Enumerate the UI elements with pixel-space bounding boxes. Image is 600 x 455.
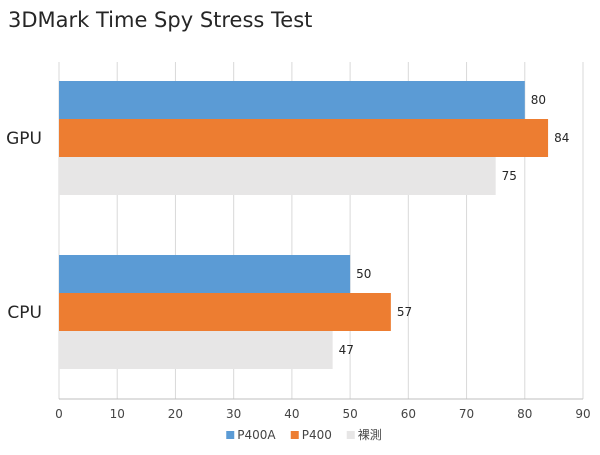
legend-label: P400A bbox=[237, 428, 276, 442]
x-tick-label: 50 bbox=[342, 407, 357, 421]
data-label: 80 bbox=[531, 93, 546, 107]
bar bbox=[59, 119, 549, 157]
bar bbox=[59, 255, 351, 293]
bar bbox=[59, 157, 496, 195]
data-label: 57 bbox=[397, 305, 412, 319]
x-tick-label: 0 bbox=[55, 407, 63, 421]
x-tick-label: 90 bbox=[575, 407, 590, 421]
chart-title: 3DMark Time Spy Stress Test bbox=[8, 8, 313, 32]
data-label: 84 bbox=[554, 131, 569, 145]
x-tick-label: 20 bbox=[168, 407, 183, 421]
category-label: GPU bbox=[6, 129, 42, 149]
bar bbox=[59, 81, 525, 119]
legend-swatch bbox=[290, 431, 299, 439]
x-tick-label: 10 bbox=[110, 407, 125, 421]
x-tick-label: 60 bbox=[401, 407, 416, 421]
x-tick-label: 40 bbox=[284, 407, 299, 421]
x-tick-label: 80 bbox=[517, 407, 532, 421]
data-label: 47 bbox=[339, 343, 354, 357]
data-label: 50 bbox=[356, 267, 371, 281]
legend-label: P400 bbox=[302, 428, 332, 442]
x-tick-label: 70 bbox=[459, 407, 474, 421]
legend-swatch bbox=[346, 431, 355, 439]
data-label: 75 bbox=[502, 169, 517, 183]
bar bbox=[59, 293, 391, 331]
legend-label: 裸測 bbox=[358, 427, 382, 442]
legend-swatch bbox=[226, 431, 235, 439]
x-tick-label: 30 bbox=[226, 407, 241, 421]
bar bbox=[59, 331, 333, 369]
category-label: CPU bbox=[7, 303, 42, 323]
